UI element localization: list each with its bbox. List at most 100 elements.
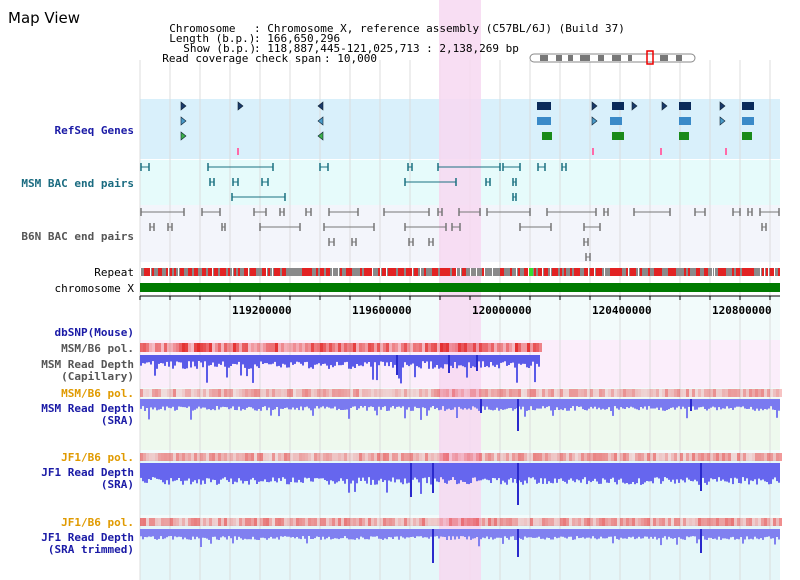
ideogram-band xyxy=(580,55,590,61)
pol-cell xyxy=(764,453,767,461)
pol-cell xyxy=(365,453,368,461)
depth-bar xyxy=(696,399,698,410)
depth-bar xyxy=(652,463,654,484)
depth-bar xyxy=(200,355,202,363)
repeat-segment xyxy=(262,268,264,276)
pol-cell xyxy=(476,343,479,352)
pol-cell xyxy=(668,453,671,461)
depth-bar xyxy=(404,529,406,539)
depth-bar xyxy=(400,399,402,408)
pol-cell xyxy=(437,518,440,526)
pol-cell xyxy=(524,389,527,397)
pol-cell xyxy=(695,453,698,461)
pol-cell xyxy=(344,343,347,352)
gene-arrow xyxy=(317,131,324,141)
track-label-b6n-bac[interactable]: B6N BAC end pairs xyxy=(21,230,134,243)
depth-bar xyxy=(322,463,324,479)
depth-bar xyxy=(726,399,728,407)
depth-bar xyxy=(490,355,492,362)
depth-bar xyxy=(678,463,680,483)
depth-bar xyxy=(620,463,622,479)
depth-bar xyxy=(434,399,436,409)
repeat-segment xyxy=(182,268,184,276)
depth-bar xyxy=(358,529,360,540)
depth-bar xyxy=(610,463,612,479)
pol-cell xyxy=(335,518,338,526)
depth-bar xyxy=(508,355,510,365)
repeat-segment xyxy=(596,268,598,276)
track-label-msm-depth-sra-1[interactable]: MSM Read Depth xyxy=(41,402,134,415)
pol-cell xyxy=(161,389,164,397)
depth-bar xyxy=(334,399,336,407)
track-label-msm-depth-cap-1[interactable]: MSM Read Depth xyxy=(41,358,134,371)
pol-cell xyxy=(503,343,506,352)
pol-cell xyxy=(356,453,359,461)
depth-bar xyxy=(526,355,528,368)
depth-bar xyxy=(770,399,772,407)
pol-cell xyxy=(740,453,743,461)
track-label-jf1-pol-1[interactable]: JF1/B6 pol. xyxy=(61,451,134,464)
depth-bar xyxy=(754,463,756,480)
pol-cell xyxy=(674,389,677,397)
depth-bar xyxy=(382,355,384,362)
depth-bar xyxy=(148,355,150,363)
pol-cell xyxy=(359,453,362,461)
pol-cell xyxy=(455,518,458,526)
pol-cell xyxy=(758,389,761,397)
pol-cell xyxy=(407,453,410,461)
depth-bar xyxy=(542,529,544,539)
depth-bar xyxy=(428,355,430,369)
track-label-jf1-pol-2[interactable]: JF1/B6 pol. xyxy=(61,516,134,529)
track-label-dbsnp[interactable]: dbSNP(Mouse) xyxy=(54,326,134,339)
depth-bar xyxy=(738,399,740,407)
track-label-jf1-depth-trim-1[interactable]: JF1 Read Depth xyxy=(41,531,134,544)
pol-cell xyxy=(746,453,749,461)
depth-bar xyxy=(224,399,226,407)
depth-bar xyxy=(682,399,684,407)
track-label-msm-pol-1[interactable]: MSM/B6 pol. xyxy=(61,342,134,355)
repeat-segment xyxy=(320,268,322,276)
pol-cell xyxy=(284,389,287,397)
pol-cell xyxy=(317,389,320,397)
pol-cell xyxy=(338,518,341,526)
track-label-jf1-depth-sra-1[interactable]: JF1 Read Depth xyxy=(41,466,134,479)
gene-tick xyxy=(237,148,239,155)
repeat-segment xyxy=(350,268,352,276)
depth-bar xyxy=(242,463,244,484)
depth-bar xyxy=(654,529,656,537)
pol-cell xyxy=(230,453,233,461)
depth-bar xyxy=(502,529,504,544)
pol-cell xyxy=(443,343,446,352)
repeat-segment xyxy=(410,268,412,276)
pol-cell xyxy=(197,453,200,461)
track-label-refseq[interactable]: RefSeq Genes xyxy=(54,124,134,137)
repeat-segment xyxy=(770,268,772,276)
depth-bar xyxy=(326,529,328,539)
pol-cell xyxy=(281,453,284,461)
pol-cell xyxy=(284,518,287,526)
depth-bar xyxy=(496,529,498,538)
repeat-segment xyxy=(544,268,546,276)
pol-cell xyxy=(326,389,329,397)
depth-bar xyxy=(736,529,738,539)
depth-bar xyxy=(658,463,660,479)
track-label-repeat[interactable]: Repeat xyxy=(94,266,134,279)
info-length: Length (b.p.): 166,650,296 xyxy=(156,22,340,44)
pol-cell xyxy=(365,343,368,352)
pol-cell xyxy=(200,343,203,352)
pol-cell xyxy=(461,389,464,397)
pol-cell xyxy=(170,453,173,461)
depth-bar xyxy=(418,355,420,368)
depth-bar xyxy=(320,355,322,366)
track-label-msm-pol-2[interactable]: MSM/B6 pol. xyxy=(61,387,134,400)
pol-cell xyxy=(629,453,632,461)
track-label-msm-bac[interactable]: MSM BAC end pairs xyxy=(21,177,134,190)
depth-bar xyxy=(382,529,384,540)
depth-bar xyxy=(484,399,486,410)
depth-spike xyxy=(517,463,519,505)
depth-bar xyxy=(710,463,712,479)
pol-cell xyxy=(557,518,560,526)
pol-cell xyxy=(383,343,386,352)
pol-cell xyxy=(698,389,701,397)
pol-cell xyxy=(623,453,626,461)
